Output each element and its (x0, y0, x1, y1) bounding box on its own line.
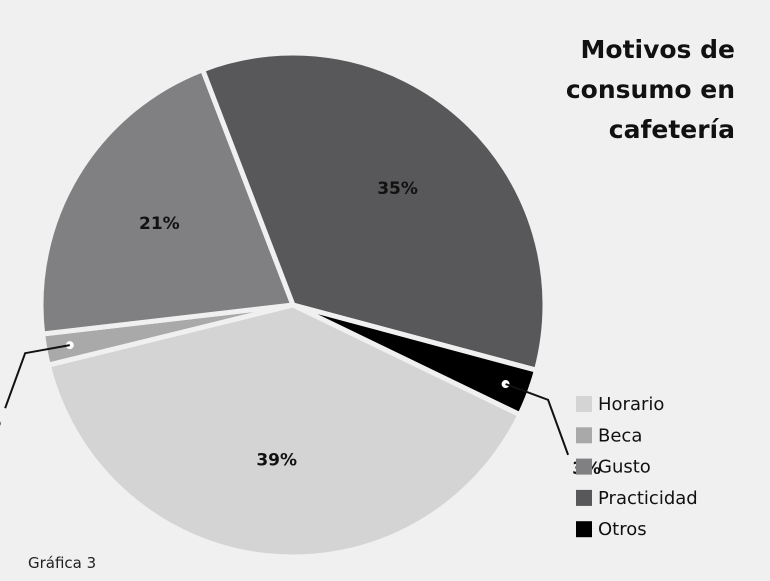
pie-slice (45, 302, 524, 560)
data-label: 2% (0, 412, 1, 432)
caption: Gráfica 3 (28, 554, 97, 572)
legend-swatch (576, 458, 592, 475)
legend-label: Otros (598, 519, 647, 540)
chart-title: Motivos de consumo en cafetería (565, 35, 735, 144)
legend-label: Beca (598, 425, 642, 446)
pie-slice (38, 66, 297, 337)
data-label: 39% (256, 450, 297, 470)
legend-swatch (576, 427, 592, 444)
data-label: 21% (139, 214, 180, 234)
leader-line (4, 344, 70, 409)
pie-slice (199, 50, 548, 374)
legend-swatch (576, 396, 592, 412)
legend-label: Practicidad (598, 488, 698, 509)
legend-swatch (576, 489, 592, 506)
legend-label: Horario (598, 394, 664, 415)
legend-label: Gusto (598, 457, 651, 478)
leader-line (505, 383, 570, 456)
data-label: 35% (377, 179, 418, 199)
legend-swatch (576, 521, 592, 538)
